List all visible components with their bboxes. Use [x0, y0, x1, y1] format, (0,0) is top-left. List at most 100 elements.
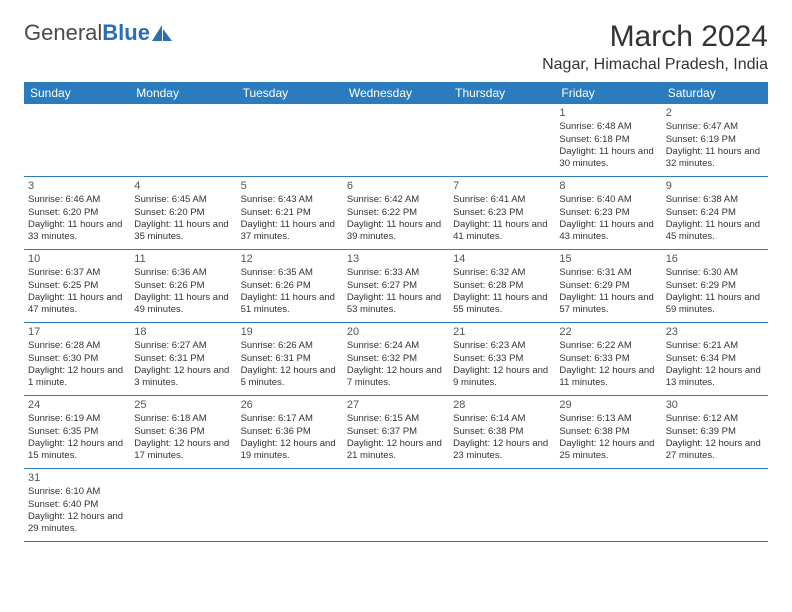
day-header: Thursday [449, 82, 555, 104]
sunrise-text: Sunrise: 6:14 AM [453, 413, 551, 425]
empty-cell [662, 469, 768, 541]
empty-cell [24, 104, 130, 176]
sunrise-text: Sunrise: 6:41 AM [453, 194, 551, 206]
sunrise-text: Sunrise: 6:47 AM [666, 121, 764, 133]
sunrise-text: Sunrise: 6:38 AM [666, 194, 764, 206]
sunset-text: Sunset: 6:26 PM [134, 280, 232, 292]
calendar: SundayMondayTuesdayWednesdayThursdayFrid… [24, 82, 768, 542]
day-cell: 6Sunrise: 6:42 AMSunset: 6:22 PMDaylight… [343, 177, 449, 249]
day-cell: 7Sunrise: 6:41 AMSunset: 6:23 PMDaylight… [449, 177, 555, 249]
sunrise-text: Sunrise: 6:42 AM [347, 194, 445, 206]
empty-cell [237, 104, 343, 176]
sunrise-text: Sunrise: 6:15 AM [347, 413, 445, 425]
sunset-text: Sunset: 6:28 PM [453, 280, 551, 292]
day-number: 2 [666, 106, 764, 120]
sunset-text: Sunset: 6:31 PM [241, 353, 339, 365]
day-number: 15 [559, 252, 657, 266]
sunrise-text: Sunrise: 6:33 AM [347, 267, 445, 279]
day-cell: 11Sunrise: 6:36 AMSunset: 6:26 PMDayligh… [130, 250, 236, 322]
day-number: 8 [559, 179, 657, 193]
sunrise-text: Sunrise: 6:13 AM [559, 413, 657, 425]
sunrise-text: Sunrise: 6:10 AM [28, 486, 126, 498]
week-row: 10Sunrise: 6:37 AMSunset: 6:25 PMDayligh… [24, 250, 768, 323]
sunrise-text: Sunrise: 6:12 AM [666, 413, 764, 425]
day-number: 5 [241, 179, 339, 193]
day-number: 30 [666, 398, 764, 412]
sunset-text: Sunset: 6:36 PM [134, 426, 232, 438]
day-cell: 26Sunrise: 6:17 AMSunset: 6:36 PMDayligh… [237, 396, 343, 468]
day-header-row: SundayMondayTuesdayWednesdayThursdayFrid… [24, 82, 768, 104]
day-number: 7 [453, 179, 551, 193]
day-number: 3 [28, 179, 126, 193]
day-cell: 16Sunrise: 6:30 AMSunset: 6:29 PMDayligh… [662, 250, 768, 322]
day-cell: 29Sunrise: 6:13 AMSunset: 6:38 PMDayligh… [555, 396, 661, 468]
daylight-text: Daylight: 11 hours and 59 minutes. [666, 292, 764, 317]
day-cell: 18Sunrise: 6:27 AMSunset: 6:31 PMDayligh… [130, 323, 236, 395]
day-cell: 28Sunrise: 6:14 AMSunset: 6:38 PMDayligh… [449, 396, 555, 468]
sunrise-text: Sunrise: 6:40 AM [559, 194, 657, 206]
empty-cell [449, 104, 555, 176]
daylight-text: Daylight: 12 hours and 7 minutes. [347, 365, 445, 390]
sunset-text: Sunset: 6:38 PM [453, 426, 551, 438]
daylight-text: Daylight: 11 hours and 47 minutes. [28, 292, 126, 317]
sunset-text: Sunset: 6:31 PM [134, 353, 232, 365]
day-cell: 27Sunrise: 6:15 AMSunset: 6:37 PMDayligh… [343, 396, 449, 468]
empty-cell [130, 469, 236, 541]
day-number: 28 [453, 398, 551, 412]
daylight-text: Daylight: 11 hours and 33 minutes. [28, 219, 126, 244]
empty-cell [237, 469, 343, 541]
location: Nagar, Himachal Pradesh, India [542, 56, 768, 74]
sunset-text: Sunset: 6:33 PM [453, 353, 551, 365]
day-number: 11 [134, 252, 232, 266]
day-header: Saturday [662, 82, 768, 104]
day-cell: 30Sunrise: 6:12 AMSunset: 6:39 PMDayligh… [662, 396, 768, 468]
daylight-text: Daylight: 11 hours and 53 minutes. [347, 292, 445, 317]
sunrise-text: Sunrise: 6:32 AM [453, 267, 551, 279]
daylight-text: Daylight: 11 hours and 45 minutes. [666, 219, 764, 244]
empty-cell [343, 469, 449, 541]
daylight-text: Daylight: 11 hours and 49 minutes. [134, 292, 232, 317]
sunset-text: Sunset: 6:25 PM [28, 280, 126, 292]
sunrise-text: Sunrise: 6:26 AM [241, 340, 339, 352]
daylight-text: Daylight: 12 hours and 21 minutes. [347, 438, 445, 463]
day-number: 22 [559, 325, 657, 339]
day-number: 31 [28, 471, 126, 485]
sunrise-text: Sunrise: 6:48 AM [559, 121, 657, 133]
daylight-text: Daylight: 12 hours and 1 minute. [28, 365, 126, 390]
daylight-text: Daylight: 12 hours and 9 minutes. [453, 365, 551, 390]
day-number: 12 [241, 252, 339, 266]
day-cell: 15Sunrise: 6:31 AMSunset: 6:29 PMDayligh… [555, 250, 661, 322]
daylight-text: Daylight: 11 hours and 37 minutes. [241, 219, 339, 244]
sunset-text: Sunset: 6:33 PM [559, 353, 657, 365]
sunset-text: Sunset: 6:19 PM [666, 134, 764, 146]
sunrise-text: Sunrise: 6:36 AM [134, 267, 232, 279]
daylight-text: Daylight: 11 hours and 39 minutes. [347, 219, 445, 244]
daylight-text: Daylight: 11 hours and 43 minutes. [559, 219, 657, 244]
sunrise-text: Sunrise: 6:19 AM [28, 413, 126, 425]
day-cell: 25Sunrise: 6:18 AMSunset: 6:36 PMDayligh… [130, 396, 236, 468]
sunset-text: Sunset: 6:40 PM [28, 499, 126, 511]
sunrise-text: Sunrise: 6:35 AM [241, 267, 339, 279]
sunset-text: Sunset: 6:18 PM [559, 134, 657, 146]
daylight-text: Daylight: 11 hours and 57 minutes. [559, 292, 657, 317]
day-cell: 3Sunrise: 6:46 AMSunset: 6:20 PMDaylight… [24, 177, 130, 249]
day-header: Sunday [24, 82, 130, 104]
day-cell: 2Sunrise: 6:47 AMSunset: 6:19 PMDaylight… [662, 104, 768, 176]
day-number: 26 [241, 398, 339, 412]
daylight-text: Daylight: 12 hours and 15 minutes. [28, 438, 126, 463]
day-number: 14 [453, 252, 551, 266]
day-cell: 5Sunrise: 6:43 AMSunset: 6:21 PMDaylight… [237, 177, 343, 249]
sunset-text: Sunset: 6:38 PM [559, 426, 657, 438]
sunset-text: Sunset: 6:26 PM [241, 280, 339, 292]
day-number: 19 [241, 325, 339, 339]
day-cell: 9Sunrise: 6:38 AMSunset: 6:24 PMDaylight… [662, 177, 768, 249]
empty-cell [130, 104, 236, 176]
day-number: 27 [347, 398, 445, 412]
sunrise-text: Sunrise: 6:30 AM [666, 267, 764, 279]
logo-text-general: General [24, 20, 102, 46]
header: GeneralBlue March 2024 Nagar, Himachal P… [24, 20, 768, 74]
week-row: 24Sunrise: 6:19 AMSunset: 6:35 PMDayligh… [24, 396, 768, 469]
daylight-text: Daylight: 12 hours and 17 minutes. [134, 438, 232, 463]
day-number: 16 [666, 252, 764, 266]
day-cell: 20Sunrise: 6:24 AMSunset: 6:32 PMDayligh… [343, 323, 449, 395]
